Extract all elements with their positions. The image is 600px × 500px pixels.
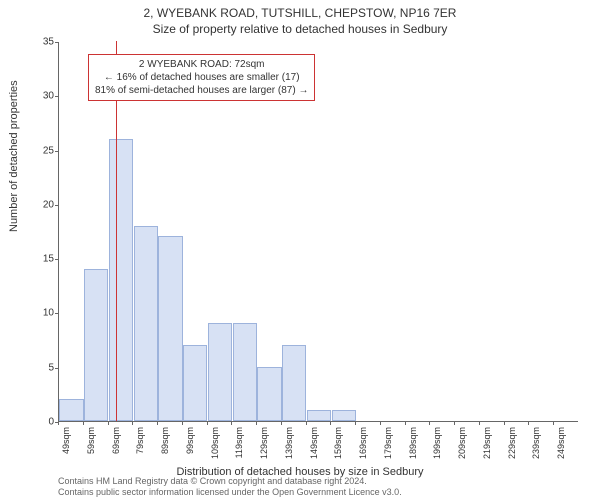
footer-line2: Contains public sector information licen… [58,487,402,498]
annotation-box: 2 WYEBANK ROAD: 72sqm ← 16% of detached … [88,54,315,101]
x-tick-label: 69sqm [111,427,121,454]
histogram-bar [282,345,306,421]
y-tick-label: 25 [36,145,54,156]
x-tick-label: 49sqm [61,427,71,454]
x-tick-label: 219sqm [482,427,492,459]
histogram-bar [59,399,83,421]
x-tick-label: 109sqm [210,427,220,459]
x-tick-label: 129sqm [259,427,269,459]
histogram-bar [158,236,182,421]
x-tick-label: 149sqm [309,427,319,459]
x-tick-label: 199sqm [432,427,442,459]
x-tick-label: 189sqm [408,427,418,459]
x-tick-label: 139sqm [284,427,294,459]
y-tick-label: 0 [36,417,54,428]
chart-container: 2, WYEBANK ROAD, TUTSHILL, CHEPSTOW, NP1… [0,0,600,500]
y-tick-label: 10 [36,308,54,319]
x-tick-label: 169sqm [358,427,368,459]
histogram-bar [109,139,133,421]
y-tick-label: 30 [36,91,54,102]
x-tick-label: 229sqm [507,427,517,459]
x-tick-label: 119sqm [234,427,244,458]
histogram-bar [183,345,207,421]
x-tick-label: 89sqm [160,427,170,454]
x-tick-label: 239sqm [531,427,541,459]
histogram-bar [233,323,257,421]
annotation-line1: 2 WYEBANK ROAD: 72sqm [95,58,308,71]
x-tick-label: 79sqm [135,427,145,454]
footer-attribution: Contains HM Land Registry data © Crown c… [58,476,402,498]
x-tick-label: 59sqm [86,427,96,454]
chart-subtitle: Size of property relative to detached ho… [0,22,600,36]
histogram-bar [84,269,108,421]
histogram-bar [307,410,331,421]
y-axis-label: Number of detached properties [8,80,20,232]
y-tick-label: 5 [36,362,54,373]
x-tick-label: 249sqm [556,427,566,459]
annotation-line3: 81% of semi-detached houses are larger (… [95,84,308,97]
histogram-bar [257,367,281,421]
y-tick-label: 20 [36,199,54,210]
x-tick-label: 179sqm [383,427,393,459]
histogram-bar [208,323,232,421]
plot-area: 2 WYEBANK ROAD: 72sqm ← 16% of detached … [58,42,578,422]
y-tick-label: 15 [36,254,54,265]
footer-line1: Contains HM Land Registry data © Crown c… [58,476,402,487]
histogram-bar [134,226,158,421]
x-tick-label: 209sqm [457,427,467,459]
x-tick-label: 159sqm [333,427,343,459]
chart-title-address: 2, WYEBANK ROAD, TUTSHILL, CHEPSTOW, NP1… [0,6,600,20]
y-tick-label: 35 [36,37,54,48]
histogram-bar [332,410,356,421]
x-tick-label: 99sqm [185,427,195,454]
annotation-line2: ← 16% of detached houses are smaller (17… [95,71,308,84]
